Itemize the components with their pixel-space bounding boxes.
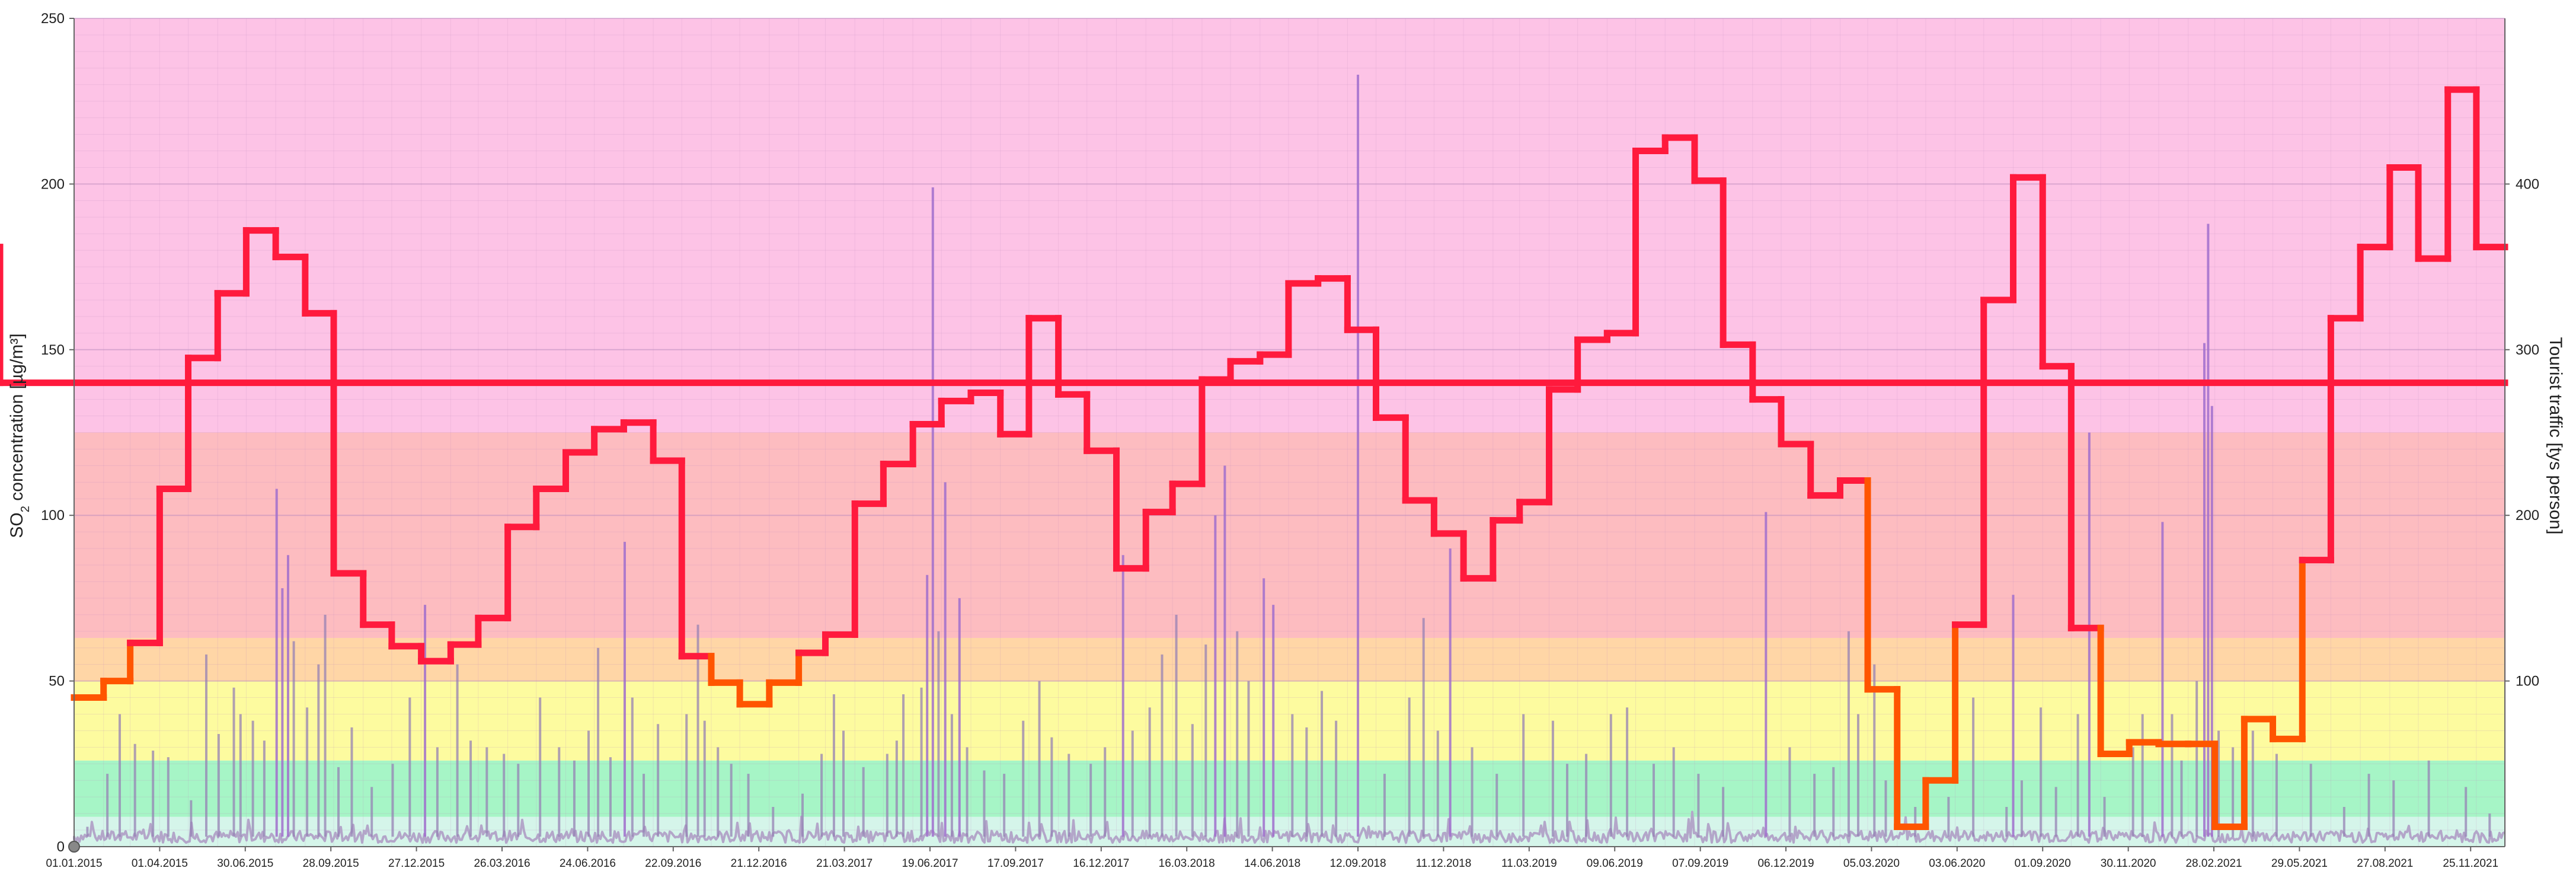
left-tick-label: 200	[41, 176, 65, 192]
x-tick-label: 03.06.2020	[1929, 857, 1985, 870]
right-tick-label: 400	[2516, 176, 2539, 192]
tourist-traffic-series	[0, 86, 2508, 830]
x-tick-label: 01.04.2015	[132, 857, 188, 870]
x-tick-label: 27.12.2015	[388, 857, 445, 870]
x-tick-label: 24.06.2016	[560, 857, 616, 870]
x-tick-label: 30.06.2015	[217, 857, 273, 870]
x-tick-label: 30.11.2020	[2101, 857, 2156, 870]
x-tick-label: 12.09.2018	[1329, 857, 1386, 870]
x-tick-label: 28.02.2021	[2185, 857, 2242, 870]
x-tick-label: 26.03.2016	[474, 857, 530, 870]
right-tick-label: 300	[2516, 342, 2539, 358]
x-tick-label: 09.06.2019	[1587, 857, 1643, 870]
band-4	[74, 432, 2505, 638]
x-tick-label: 11.12.2018	[1416, 857, 1472, 870]
x-tick-label: 21.03.2017	[816, 857, 872, 870]
x-tick-label: 16.03.2018	[1159, 857, 1215, 870]
so2-concentration-series	[73, 74, 2505, 844]
x-tick-label: 21.12.2016	[731, 857, 787, 870]
right-tick-label: 100	[2516, 674, 2539, 690]
x-tick-label: 05.03.2020	[1843, 857, 1900, 870]
right-axis-title: Tourist traffic [tys person]	[2546, 337, 2565, 535]
x-tick-label: 25.11.2021	[2443, 857, 2498, 870]
left-tick-label: 150	[41, 342, 65, 358]
left-tick-label: 0	[57, 839, 65, 855]
x-tick-label: 07.09.2019	[1672, 857, 1728, 870]
so2-baseline-line	[73, 810, 2505, 844]
x-tick-label: 22.09.2016	[645, 857, 701, 870]
x-tick-label: 17.09.2017	[987, 857, 1044, 870]
right-tick-label: 200	[2516, 508, 2539, 524]
x-axis: 01.01.2015 01.04.2015 30.06.2015 28.09.2015…	[46, 846, 2505, 870]
left-tick-label: 100	[41, 508, 65, 524]
band-5	[74, 18, 2505, 433]
left-tick-label: 50	[49, 674, 65, 690]
band-1	[74, 760, 2505, 817]
x-tick-label: 27.08.2021	[2357, 857, 2413, 870]
x-tick-label: 19.06.2017	[902, 857, 958, 870]
x-tick-label: 01.01.2015	[46, 857, 102, 870]
left-tick-label: 250	[41, 11, 65, 27]
band-2	[74, 681, 2505, 761]
x-tick-label: 06.12.2019	[1757, 857, 1814, 870]
origin-marker	[68, 841, 80, 853]
x-tick-label: 14.06.2018	[1244, 857, 1300, 870]
left-y-axis: 0 50 100 150 200 250	[41, 11, 75, 855]
x-tick-label: 16.12.2017	[1073, 857, 1129, 870]
x-tick-label: 28.09.2015	[303, 857, 359, 870]
left-axis-title: SO2 concentration [µg/m³]	[7, 333, 32, 538]
right-y-axis: 100 200 300 400	[2504, 18, 2539, 847]
x-tick-label: 01.09.2020	[2015, 857, 2071, 870]
x-tick-label: 11.03.2019	[1501, 857, 1557, 870]
x-tick-label: 29.05.2021	[2271, 857, 2328, 870]
